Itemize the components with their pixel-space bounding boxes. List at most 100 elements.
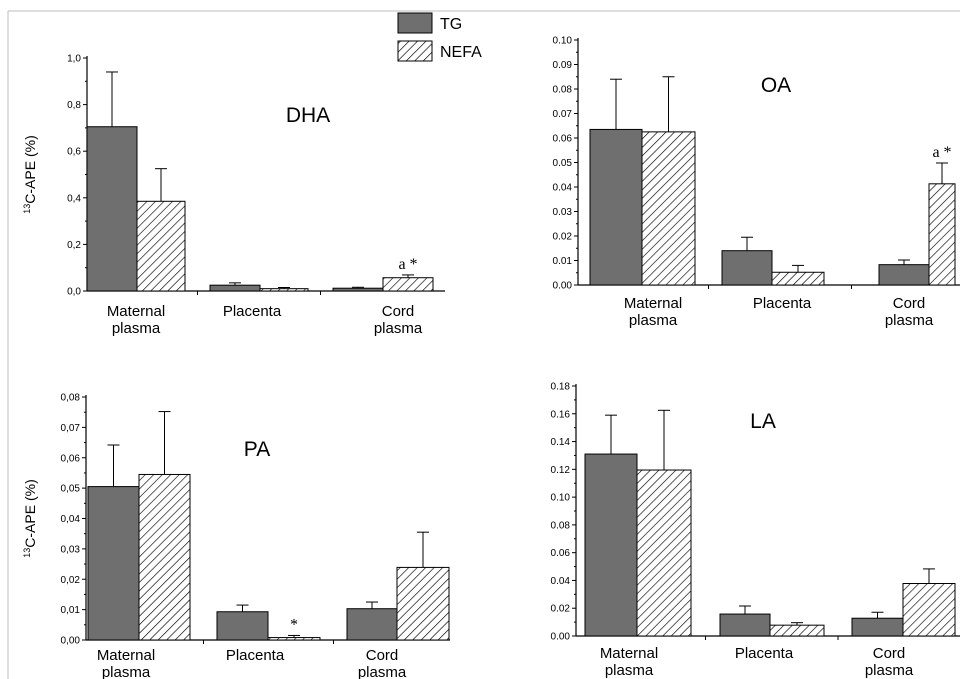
x-tick-label: Placenta [735, 645, 794, 662]
y-tick-label: 0,06 [61, 453, 81, 464]
y-axis-label-superscript: 13 [22, 548, 32, 558]
x-tick-label: plasma [885, 312, 934, 329]
bar-tg [216, 611, 269, 641]
x-tick-label: Placenta [223, 303, 282, 320]
legend-swatch-nefa [397, 40, 433, 62]
bar-tg [584, 453, 638, 637]
x-tick-label: plasma [605, 662, 654, 679]
y-tick-label: 0,0 [67, 287, 81, 298]
y-tick-label: 0,4 [67, 193, 81, 204]
chart-panel-dha: 0,00,20,40,60,81,0MaternalplasmaPlacenta… [22, 54, 445, 337]
x-tick-label: Cord [382, 303, 415, 320]
y-tick-label: 0.09 [553, 60, 573, 71]
x-tick-label: plasma [358, 664, 407, 679]
chart-title: LA [750, 410, 776, 433]
legend-swatch-tg [397, 12, 433, 34]
bar-nefa [259, 288, 309, 292]
y-tick-label: 0,07 [61, 423, 81, 434]
y-tick-label: 0.08 [553, 85, 573, 96]
bar-tg [851, 617, 904, 637]
y-tick-label: 0,2 [67, 240, 81, 251]
x-tick-label: Placenta [753, 295, 812, 312]
bar-nefa [771, 271, 825, 286]
y-tick-label: 0.00 [551, 632, 571, 643]
chart-panel-la: 0.00 0.02 0.04 0.06 0.08 0.10 0.12 0.14 0.16 0.18… [551, 382, 960, 679]
bar-nefa [267, 637, 321, 641]
y-tick-label: 0,04 [61, 514, 81, 525]
y-tick-label: 0.05 [553, 158, 573, 169]
bar-tg [589, 128, 643, 286]
y-tick-label: 0.12 [551, 465, 571, 476]
x-tick-label: Placenta [226, 647, 285, 664]
y-tick-label: 0.08 [551, 520, 571, 531]
legend-label-nefa: NEFA [440, 44, 482, 61]
y-axis-label: 13C-APE (%) [22, 479, 38, 557]
y-tick-label: 0,01 [61, 605, 81, 616]
bar-tg [209, 284, 261, 292]
y-tick-label: 0.04 [551, 576, 571, 587]
y-tick-label: 0.10 [551, 493, 571, 504]
y-tick-label: 0,03 [61, 544, 81, 555]
y-tick-label: 0.03 [553, 207, 573, 218]
x-tick-label: plasma [865, 662, 914, 679]
y-tick-label: 0.10 [553, 36, 573, 47]
chart-panel-oa: 0.00 0.01 0.02 0.03 0.04 0.05 0.06 0.07 0.08 0.09… [553, 36, 960, 329]
y-tick-label: 0.02 [553, 232, 573, 243]
y-tick-label: 1,0 [67, 54, 81, 65]
bar-nefa [641, 131, 696, 286]
bar-nefa [136, 200, 186, 292]
bar-nefa [138, 473, 191, 641]
chart-title: PA [244, 438, 270, 461]
legend: TG NEFA [397, 12, 482, 62]
y-tick-label: 0,6 [67, 147, 81, 158]
y-axis-label-text: C-APE (%) [22, 135, 38, 203]
chart-title: DHA [286, 104, 330, 127]
bar-nefa [769, 624, 825, 637]
x-tick-label: Maternal [624, 295, 682, 312]
significance-annotation: a * [398, 256, 417, 273]
bar-tg [86, 126, 138, 292]
x-tick-label: Maternal [600, 645, 658, 662]
y-tick-label: 0.14 [551, 437, 571, 448]
y-tick-label: 0.06 [551, 548, 571, 559]
bar-nefa [902, 583, 956, 637]
x-tick-label: plasma [112, 320, 161, 337]
bar-tg [721, 250, 773, 286]
x-tick-label: Maternal [107, 303, 165, 320]
bar-nefa [396, 566, 450, 641]
y-tick-label: 0.04 [553, 183, 573, 194]
y-tick-label: 0,05 [61, 484, 81, 495]
x-tick-label: Cord [366, 647, 399, 664]
y-tick-label: 0.07 [553, 109, 573, 120]
y-tick-label: 0.02 [551, 604, 571, 615]
significance-annotation: * [290, 616, 298, 633]
y-tick-label: 0,00 [61, 636, 81, 647]
bar-nefa [382, 277, 434, 292]
x-tick-label: Cord [893, 295, 926, 312]
x-tick-label: Maternal [97, 647, 155, 664]
y-tick-label: 0.18 [551, 382, 571, 393]
bar-tg [719, 613, 771, 637]
x-tick-label: Cord [873, 645, 906, 662]
y-tick-label: 0.16 [551, 409, 571, 420]
bar-nefa [928, 183, 956, 286]
chart-panel-pa: 0,00 0,01 0,02 0,03 0,04 0,05 0,06 0,07 0,08 Mate… [22, 393, 450, 679]
y-axis-label-superscript: 13 [22, 204, 32, 214]
chart-title: OA [761, 74, 791, 97]
bar-tg [332, 287, 384, 292]
bar-nefa [636, 469, 692, 637]
x-tick-label: plasma [102, 664, 151, 679]
bar-tg [878, 264, 930, 286]
y-tick-label: 0,8 [67, 100, 81, 111]
bar-tg [346, 608, 398, 641]
y-tick-label: 0,08 [61, 393, 81, 404]
y-tick-label: 0.01 [553, 256, 573, 267]
y-tick-label: 0,02 [61, 575, 81, 586]
y-axis-label-text: C-APE (%) [22, 479, 38, 547]
x-tick-label: plasma [629, 312, 678, 329]
x-tick-label: plasma [374, 320, 423, 337]
significance-annotation: a * [932, 144, 951, 161]
y-tick-label: 0.06 [553, 134, 573, 145]
bar-tg [87, 486, 140, 641]
